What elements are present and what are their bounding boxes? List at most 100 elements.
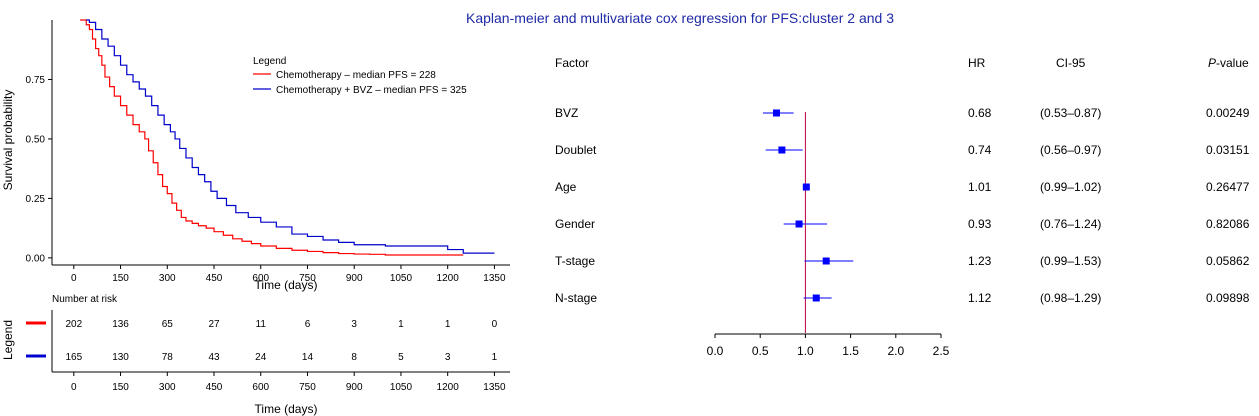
risk-x-tick-label: 750 — [299, 382, 316, 393]
risk-cell: 5 — [398, 352, 404, 363]
forest-row: Gender 0.93 (0.76–1.24) 0.82086 — [555, 217, 1250, 231]
forest-plot: Factor HR CI-95 P-value BVZ 0.68 (0.53–0.8… — [555, 56, 1250, 358]
km-legend-title: Legend — [253, 56, 286, 67]
forest-hr-value: 0.74 — [968, 143, 992, 157]
risk-cell: 78 — [162, 352, 174, 363]
risk-cell: 8 — [351, 352, 357, 363]
risk-x-tick-label: 0 — [71, 382, 77, 393]
forest-p-value: 0.09898 — [1206, 291, 1250, 305]
risk-cell: 65 — [162, 319, 174, 330]
km-curve-chemo — [80, 19, 464, 256]
forest-factor-label: Age — [555, 180, 577, 194]
km-x-tick-label: 900 — [346, 273, 363, 284]
risk-cell: 24 — [255, 352, 267, 363]
forest-x-tick-label: 2.5 — [933, 344, 950, 358]
risk-table: Number at risk Legend 202 136 65 27 11 6 3 1 1 01… — [1, 294, 510, 416]
risk-table-title: Number at risk — [52, 294, 118, 305]
risk-cell: 136 — [112, 319, 129, 330]
risk-x-tick-label: 1200 — [437, 382, 460, 393]
km-x-tick-label: 0 — [71, 273, 77, 284]
km-y-tick-label: 0.75 — [26, 75, 46, 86]
risk-cell: 1 — [445, 319, 451, 330]
km-y-tick-label: 0.00 — [26, 253, 46, 264]
forest-row: N-stage 1.12 (0.98–1.29) 0.09898 — [555, 291, 1250, 305]
risk-x-tick-label: 450 — [206, 382, 223, 393]
km-x-tick-label: 1350 — [483, 273, 506, 284]
km-x-label: Time (days) — [255, 278, 318, 292]
forest-rows: BVZ 0.68 (0.53–0.87) 0.00249 Doublet 0.74 (0.5… — [555, 106, 1250, 333]
km-y-label: Survival probability — [1, 90, 15, 191]
forest-ci-value: (0.98–1.29) — [1040, 291, 1101, 305]
risk-cell: 3 — [351, 319, 357, 330]
forest-hr-marker — [778, 146, 786, 154]
risk-x-tick-label: 900 — [346, 382, 363, 393]
km-curve-bvz — [86, 19, 495, 254]
risk-cell: 130 — [112, 352, 129, 363]
km-legend: Legend Chemotherapy – median PFS = 228 C… — [253, 56, 467, 96]
forest-ci-value: (0.99–1.53) — [1040, 254, 1101, 268]
forest-row: Doublet 0.74 (0.56–0.97) 0.03151 — [555, 143, 1250, 157]
risk-x-tick-label: 1050 — [390, 382, 413, 393]
forest-hr-marker — [812, 294, 820, 302]
km-plot: Survival probability Time (days) 0.00 0.2… — [1, 19, 510, 292]
forest-x-ticks: 0.0 0.5 1.0 1.5 2.0 2.5 — [707, 334, 950, 358]
forest-hr-marker — [772, 109, 780, 117]
km-x-tick-label: 750 — [299, 273, 316, 284]
forest-hr-value: 1.23 — [968, 254, 992, 268]
forest-header-p-rest: -value — [1216, 56, 1249, 70]
risk-cell: 14 — [302, 352, 314, 363]
forest-hr-value: 1.01 — [968, 180, 992, 194]
forest-hr-marker — [802, 183, 810, 191]
km-x-tick-label: 450 — [206, 273, 223, 284]
risk-cell: 27 — [208, 319, 220, 330]
risk-cell: 202 — [65, 319, 82, 330]
risk-cell: 165 — [65, 352, 82, 363]
risk-x-tick-label: 1350 — [483, 382, 506, 393]
forest-x-tick-label: 0.5 — [752, 344, 769, 358]
forest-factor-label: N-stage — [555, 291, 597, 305]
risk-x-tick-label: 600 — [252, 382, 269, 393]
forest-x-tick-label: 1.0 — [797, 344, 814, 358]
figure-title: Kaplan-meier and multivariate cox regres… — [466, 10, 894, 26]
risk-x-tick-label: 300 — [159, 382, 176, 393]
forest-row: T-stage 1.23 (0.99–1.53) 0.05862 — [555, 254, 1250, 268]
forest-p-value: 0.03151 — [1206, 143, 1250, 157]
forest-hr-value: 0.68 — [968, 106, 992, 120]
km-y-ticks: 0.00 0.25 0.50 0.75 — [26, 75, 52, 264]
risk-cell: 1 — [492, 352, 498, 363]
forest-p-value: 0.26477 — [1206, 180, 1250, 194]
km-x-tick-label: 300 — [159, 273, 176, 284]
forest-ci-value: (0.99–1.02) — [1040, 180, 1101, 194]
forest-header-factor: Factor — [555, 56, 589, 70]
forest-x-tick-label: 1.5 — [842, 344, 859, 358]
km-x-tick-label: 150 — [112, 273, 129, 284]
forest-header-p: P-value — [1208, 56, 1249, 70]
forest-hr-value: 0.93 — [968, 217, 992, 231]
forest-header-ci: CI-95 — [1056, 56, 1086, 70]
forest-factor-label: Gender — [555, 217, 595, 231]
km-curves — [80, 19, 495, 256]
risk-cell: 3 — [445, 352, 451, 363]
risk-x-tick-label: 150 — [112, 382, 129, 393]
forest-factor-label: Doublet — [555, 143, 597, 157]
risk-cell: 0 — [492, 319, 498, 330]
km-x-tick-label: 1050 — [390, 273, 413, 284]
risk-cell: 1 — [398, 319, 404, 330]
forest-hr-marker — [822, 257, 830, 265]
km-y-tick-label: 0.25 — [26, 194, 46, 205]
risk-legend-label: Legend — [1, 320, 15, 360]
forest-row: BVZ 0.68 (0.53–0.87) 0.00249 — [555, 106, 1250, 120]
forest-x-tick-label: 0.0 — [707, 344, 724, 358]
forest-p-value: 0.05862 — [1206, 254, 1250, 268]
risk-cell: 11 — [256, 319, 267, 330]
forest-ci-value: (0.53–0.87) — [1040, 106, 1101, 120]
forest-header-hr: HR — [968, 56, 986, 70]
forest-ci-value: (0.76–1.24) — [1040, 217, 1101, 231]
forest-ci-value: (0.56–0.97) — [1040, 143, 1101, 157]
forest-factor-label: BVZ — [555, 106, 578, 120]
forest-p-value: 0.82086 — [1206, 217, 1250, 231]
forest-factor-label: T-stage — [555, 254, 595, 268]
forest-row: Age 1.01 (0.99–1.02) 0.26477 — [555, 180, 1250, 194]
risk-cell: 6 — [305, 319, 311, 330]
